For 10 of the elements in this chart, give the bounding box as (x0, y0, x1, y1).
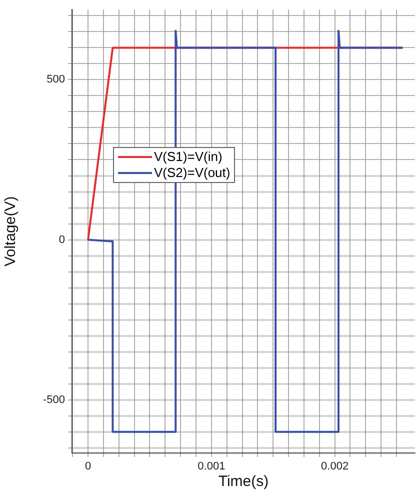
legend-label: V(S2)=V(out) (154, 165, 230, 181)
x-tick-label: 0.002 (321, 460, 349, 473)
x-axis-title: Time(s) (218, 473, 269, 490)
x-tick-label: 0 (84, 460, 92, 473)
y-tick-label: 500 (46, 74, 65, 86)
y-tick-label: 0 (58, 234, 65, 246)
x-tick-label: 0.001 (198, 460, 226, 473)
legend-label: V(S1)=V(in) (154, 149, 222, 165)
y-tick-label: -500 (42, 394, 65, 406)
y-axis-title: Voltage(V) (2, 196, 20, 266)
